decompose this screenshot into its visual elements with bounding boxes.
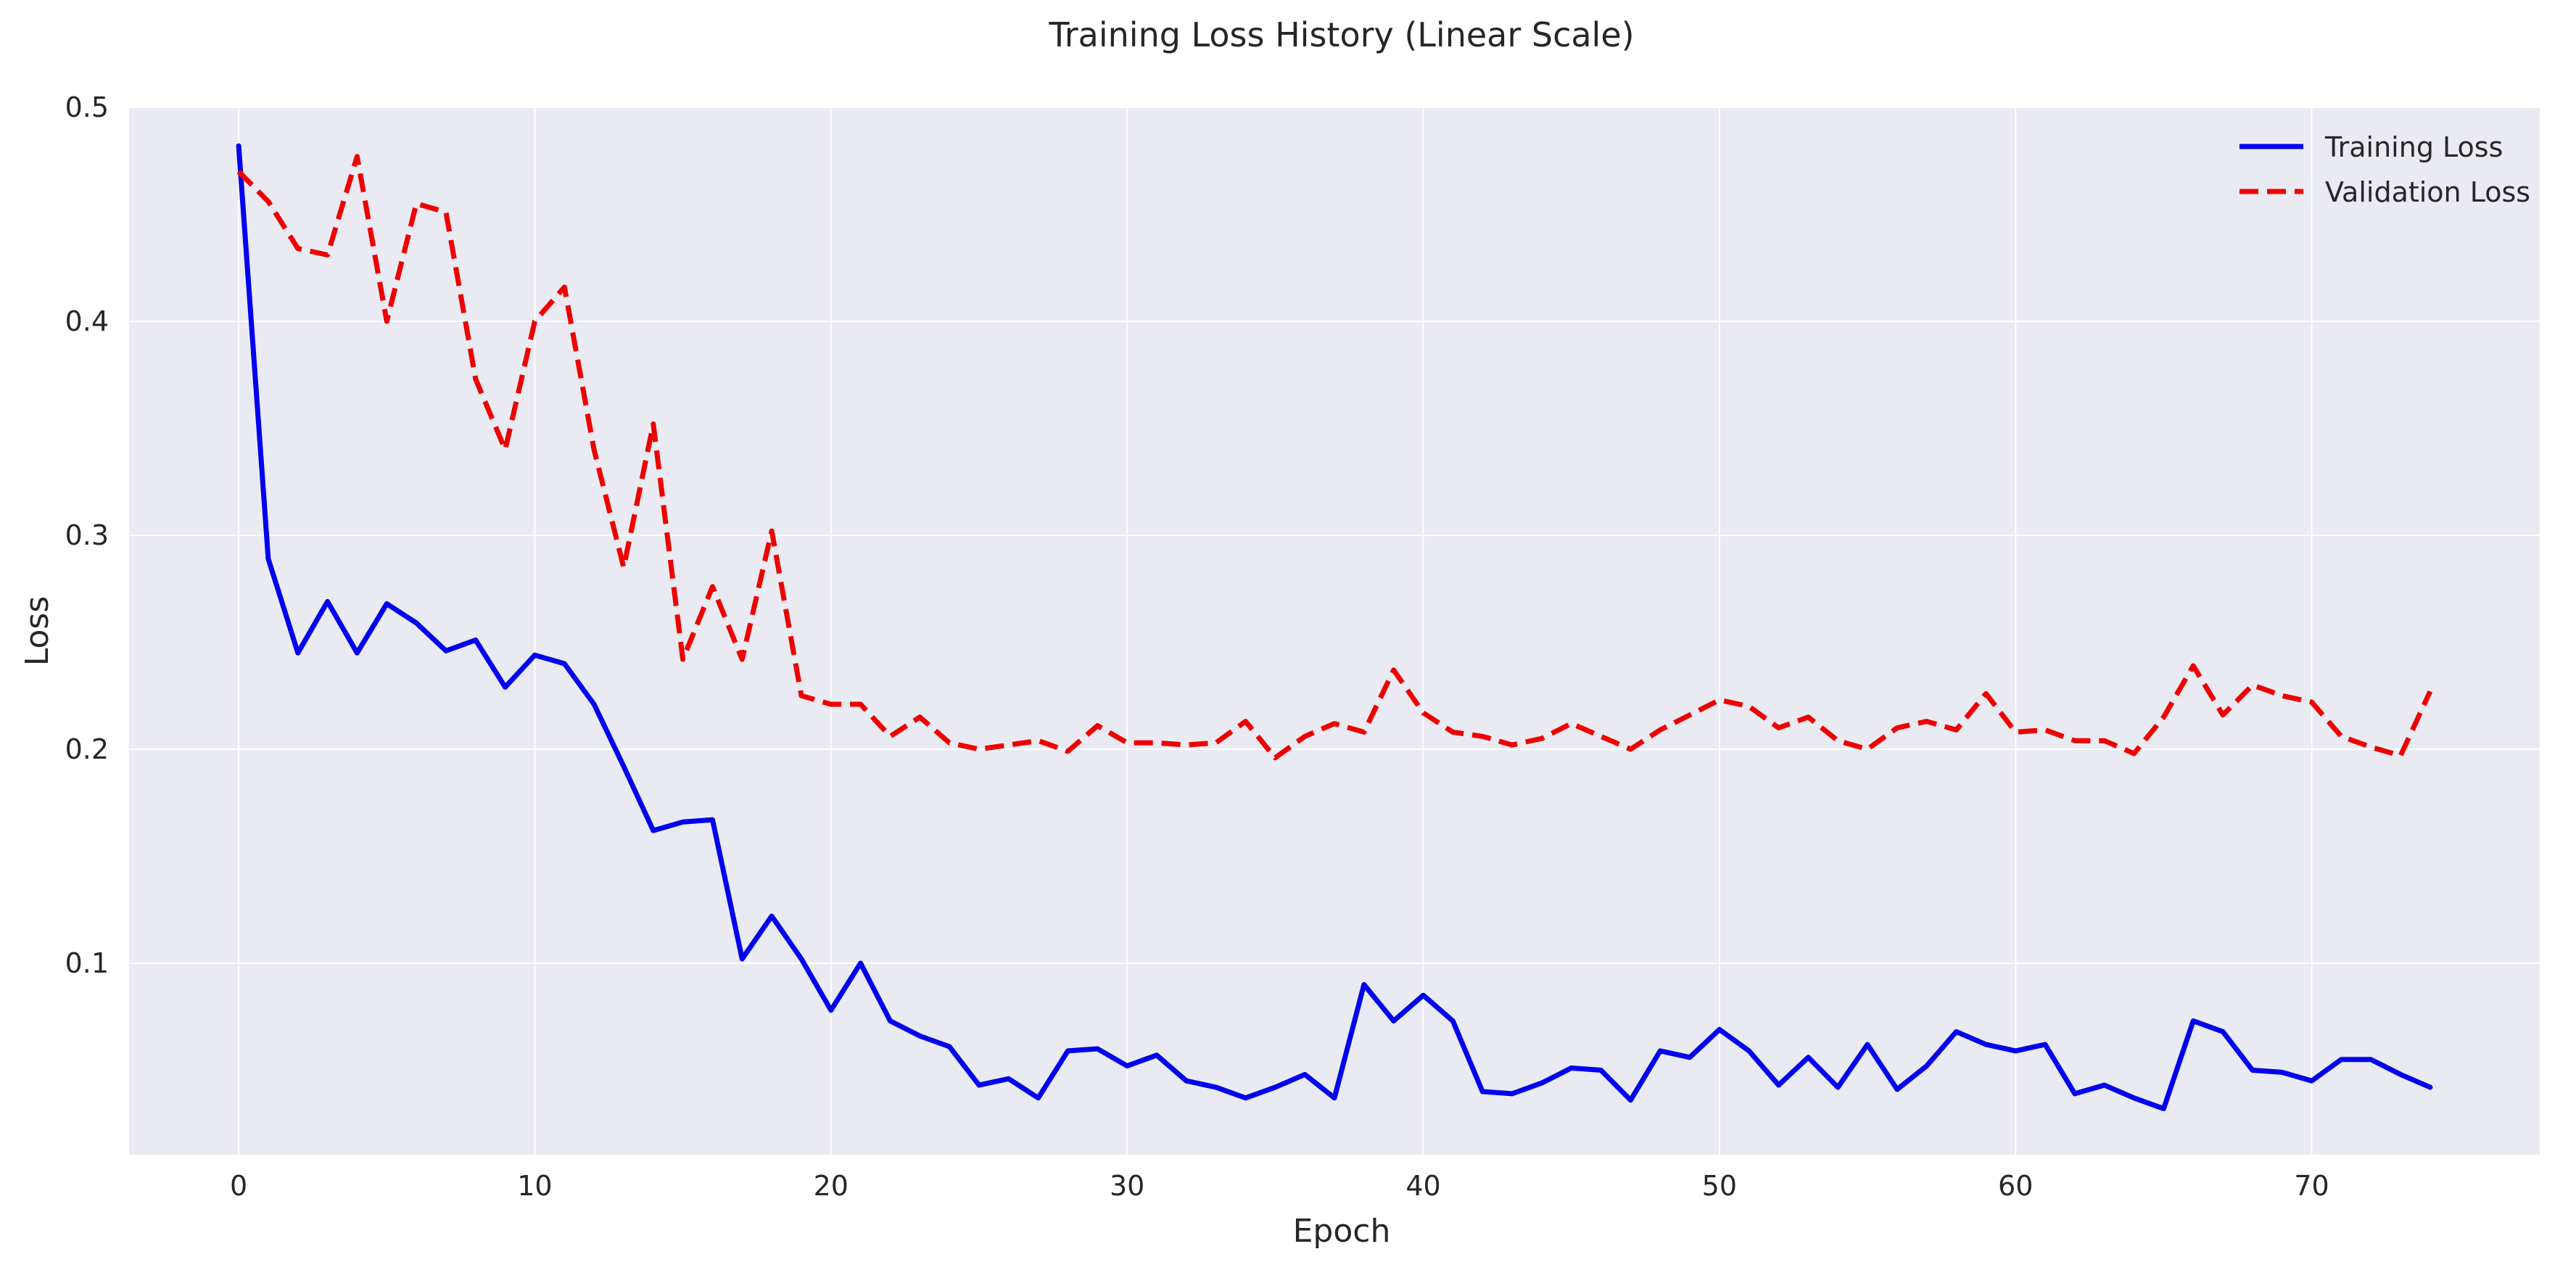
y-tick-label: 0.2 xyxy=(65,733,109,765)
x-tick-label: 40 xyxy=(1405,1170,1440,1202)
series-line-training-loss xyxy=(236,143,2433,1112)
legend: Training Loss Validation Loss xyxy=(2239,131,2530,208)
y-tick-label: 0.3 xyxy=(65,519,109,551)
y-tick-label: 0.1 xyxy=(65,947,109,979)
chart-title: Training Loss History (Linear Scale) xyxy=(1048,15,1634,54)
legend-label-training-loss: Training Loss xyxy=(2324,131,2503,163)
y-axis-ticks: 0.1 0.2 0.3 0.4 0.5 xyxy=(65,91,109,979)
x-axis-ticks: 0 10 20 30 40 50 60 70 xyxy=(230,1170,2329,1202)
y-tick-label: 0.5 xyxy=(65,91,109,123)
x-tick-label: 70 xyxy=(2294,1170,2329,1202)
x-tick-label: 60 xyxy=(1998,1170,2033,1202)
x-tick-label: 20 xyxy=(814,1170,849,1202)
series-line-validation-loss xyxy=(236,154,2433,761)
series-group xyxy=(236,143,2433,1112)
y-tick-label: 0.4 xyxy=(65,305,109,337)
x-axis-label: Epoch xyxy=(1293,1213,1391,1250)
x-tick-label: 30 xyxy=(1110,1170,1144,1202)
x-tick-label: 50 xyxy=(1702,1170,1737,1202)
legend-label-validation-loss: Validation Loss xyxy=(2325,176,2530,208)
plot-background xyxy=(129,107,2540,1155)
x-tick-label: 0 xyxy=(230,1170,247,1202)
y-axis-label: Loss xyxy=(19,596,56,667)
x-tick-label: 10 xyxy=(517,1170,552,1202)
